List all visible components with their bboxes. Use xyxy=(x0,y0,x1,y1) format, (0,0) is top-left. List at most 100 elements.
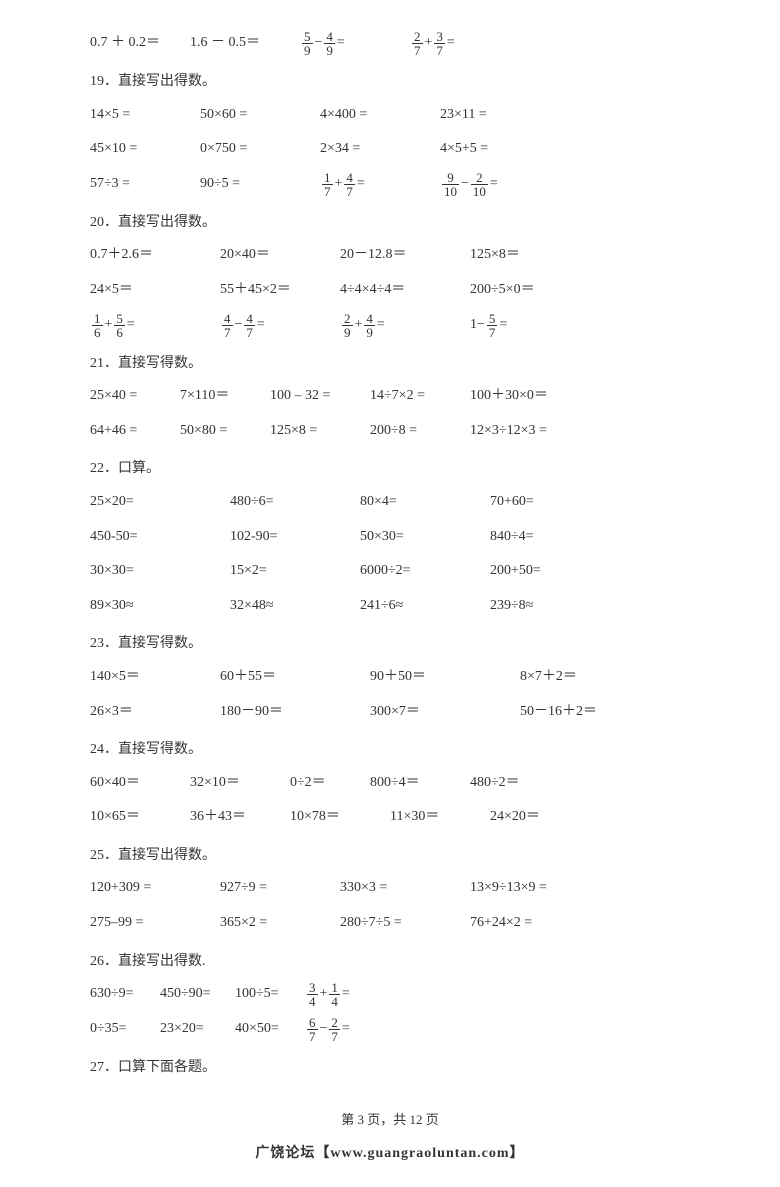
expression-cell: 89×30≈ xyxy=(90,593,230,620)
expression-cell: 330×3 = xyxy=(340,875,470,902)
expression-row: 140×5＝60＋55＝90＋50＝8×7＋2＝ xyxy=(90,664,690,691)
section-21-rows: 25×40 =7×110＝100 – 32 =14÷7×2 =100＋30×0＝… xyxy=(90,383,690,444)
expression-cell: 67 − 27 = xyxy=(305,1016,405,1043)
expression-cell: 480÷2＝ xyxy=(470,770,570,797)
expression-row: 14×5 =50×60 =4×400 =23×11 = xyxy=(90,102,690,129)
expression-cell: 7×110＝ xyxy=(180,383,270,410)
expression-cell: 70+60= xyxy=(490,489,610,516)
expression-cell: 8×7＋2＝ xyxy=(520,664,640,691)
expression-cell: 100＋30×0＝ xyxy=(470,383,590,410)
expression-cell: 10×65＝ xyxy=(90,804,190,831)
expression-row: 0.7＋2.6＝20×40＝20－12.8＝125×8＝ xyxy=(90,242,690,269)
section-21-title: 21．直接写得数。 xyxy=(90,351,690,378)
expression-row: 30×30=15×2=6000÷2=200+50= xyxy=(90,558,690,585)
expression-cell: 50×80 = xyxy=(180,418,270,445)
expression-cell: 6000÷2= xyxy=(360,558,490,585)
expression-cell: 34 + 14 = xyxy=(305,981,405,1008)
expression-cell: 280÷7÷5 = xyxy=(340,910,470,937)
expression-cell: 4×400 = xyxy=(320,102,440,129)
expression-row: 45×10 =0×750 =2×34 =4×5+5 = xyxy=(90,136,690,163)
expression-cell: 140×5＝ xyxy=(90,664,220,691)
expression-row: 64+46 =50×80 =125×8 =200÷8 =12×3÷12×3 = xyxy=(90,418,690,445)
expression-cell: 16 + 56 = xyxy=(90,312,220,339)
expression-cell: 100 – 32 = xyxy=(270,383,370,410)
expression-cell: 2×34 = xyxy=(320,136,440,163)
expression-row: 26×3＝180－90＝300×7＝50－16＋2＝ xyxy=(90,699,690,726)
expression-cell: 45×10 = xyxy=(90,136,200,163)
row-top: 0.7 ＋ 0.2＝1.6 － 0.5＝59 − 49 =27 + 37 = xyxy=(90,30,690,57)
expression-cell: 910 − 210 = xyxy=(440,171,560,198)
expression-cell: 450÷90= xyxy=(160,981,235,1008)
expression-cell: 23×11 = xyxy=(440,102,560,129)
section-20-rows: 0.7＋2.6＝20×40＝20－12.8＝125×8＝ 24×5＝55＋45×2… xyxy=(90,242,690,338)
expression-cell: 12×3÷12×3 = xyxy=(470,418,590,445)
expression-cell: 800÷4＝ xyxy=(370,770,470,797)
expression-row: 25×20=480÷6=80×4=70+60= xyxy=(90,489,690,516)
section-19-rows: 14×5 =50×60 =4×400 =23×11 = 45×10 =0×750 … xyxy=(90,102,690,198)
section-23-title: 23．直接写得数。 xyxy=(90,631,690,658)
section-19-title: 19．直接写出得数。 xyxy=(90,69,690,96)
expression-cell: 59 − 49 = xyxy=(300,30,410,57)
expression-cell: 20×40＝ xyxy=(220,242,340,269)
expression-cell: 125×8＝ xyxy=(470,242,590,269)
expression-row: 450-50=102-90=50×30=840÷4= xyxy=(90,524,690,551)
expression-cell: 200÷5×0＝ xyxy=(470,277,590,304)
expression-cell: 239÷8≈ xyxy=(490,593,610,620)
expression-cell: 24×20＝ xyxy=(490,804,590,831)
expression-cell: 10×78＝ xyxy=(290,804,390,831)
expression-cell: 927÷9 = xyxy=(220,875,340,902)
expression-cell: 40×50= xyxy=(235,1016,305,1043)
expression-cell: 27 + 37 = xyxy=(410,30,520,57)
section-27-title: 27．口算下面各题。 xyxy=(90,1055,690,1082)
expression-cell: 0÷2＝ xyxy=(290,770,370,797)
expression-cell: 30×30= xyxy=(90,558,230,585)
expression-cell: 50×60 = xyxy=(200,102,320,129)
expression-cell: 26×3＝ xyxy=(90,699,220,726)
section-24-title: 24．直接写得数。 xyxy=(90,737,690,764)
expression-cell: 25×20= xyxy=(90,489,230,516)
expression-cell: 17 + 47 = xyxy=(320,171,440,198)
expression-row: 275–99 =365×2 =280÷7÷5 =76+24×2 = xyxy=(90,910,690,937)
expression-cell: 102-90= xyxy=(230,524,360,551)
worksheet-page: 0.7 ＋ 0.2＝1.6 － 0.5＝59 − 49 =27 + 37 = 1… xyxy=(0,0,780,1187)
expression-cell: 365×2 = xyxy=(220,910,340,937)
expression-cell: 4÷4×4÷4＝ xyxy=(340,277,470,304)
expression-cell: 11×30＝ xyxy=(390,804,490,831)
expression-row: 0÷35=23×20=40×50=67 − 27 = xyxy=(90,1016,690,1043)
expression-cell: 47 − 47 = xyxy=(220,312,340,339)
section-24-rows: 60×40＝32×10＝0÷2＝800÷4＝480÷2＝ 10×65＝36＋43＝… xyxy=(90,770,690,831)
section-26-title: 26．直接写出得数. xyxy=(90,949,690,976)
expression-row: 60×40＝32×10＝0÷2＝800÷4＝480÷2＝ xyxy=(90,770,690,797)
expression-cell: 32×48≈ xyxy=(230,593,360,620)
expression-cell: 275–99 = xyxy=(90,910,220,937)
expression-cell: 80×4= xyxy=(360,489,490,516)
expression-cell: 4×5+5 = xyxy=(440,136,560,163)
expression-cell: 100÷5= xyxy=(235,981,305,1008)
expression-cell: 840÷4= xyxy=(490,524,610,551)
expression-cell: 180－90＝ xyxy=(220,699,370,726)
expression-row: 57÷3 =90÷5 =17 + 47 =910 − 210 = xyxy=(90,171,690,198)
section-25-title: 25．直接写出得数。 xyxy=(90,843,690,870)
expression-row: 25×40 =7×110＝100 – 32 =14÷7×2 =100＋30×0＝ xyxy=(90,383,690,410)
expression-cell: 55＋45×2＝ xyxy=(220,277,340,304)
section-22-title: 22．口算。 xyxy=(90,456,690,483)
expression-row: 16 + 56 =47 − 47 =29 + 49 =1−57 = xyxy=(90,312,690,339)
section-25-rows: 120+309 =927÷9 =330×3 =13×9÷13×9 =275–99… xyxy=(90,875,690,936)
expression-cell: 23×20= xyxy=(160,1016,235,1043)
expression-cell: 200÷8 = xyxy=(370,418,470,445)
expression-cell: 0×750 = xyxy=(200,136,320,163)
expression-cell: 60＋55＝ xyxy=(220,664,370,691)
expression-row: 24×5＝55＋45×2＝4÷4×4÷4＝200÷5×0＝ xyxy=(90,277,690,304)
expression-cell: 90＋50＝ xyxy=(370,664,520,691)
expression-cell: 25×40 = xyxy=(90,383,180,410)
expression-cell: 60×40＝ xyxy=(90,770,190,797)
site-footer: 广饶论坛【www.guangraoluntan.com】 xyxy=(90,1141,690,1168)
expression-cell: 36＋43＝ xyxy=(190,804,290,831)
expression-cell: 14÷7×2 = xyxy=(370,383,470,410)
expression-cell: 90÷5 = xyxy=(200,171,320,198)
expression-cell: 125×8 = xyxy=(270,418,370,445)
expression-cell: 0.7＋2.6＝ xyxy=(90,242,220,269)
expression-cell: 50－16＋2＝ xyxy=(520,699,640,726)
expression-row: 89×30≈32×48≈241÷6≈239÷8≈ xyxy=(90,593,690,620)
expression-cell: 15×2= xyxy=(230,558,360,585)
